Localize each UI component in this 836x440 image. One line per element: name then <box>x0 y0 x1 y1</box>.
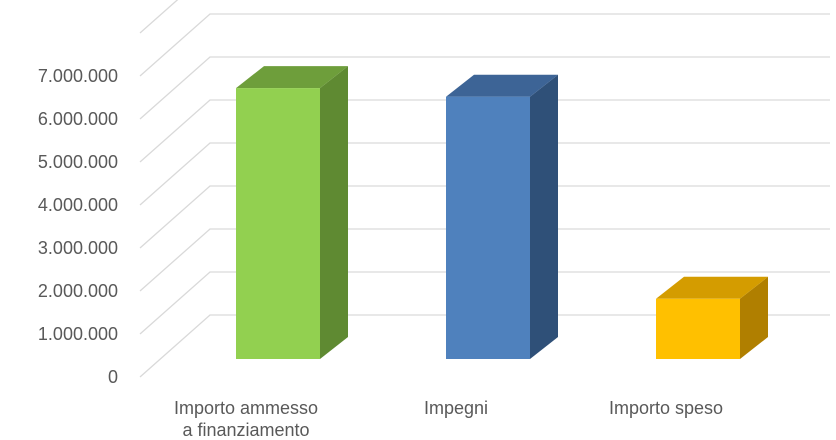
bar-front-face <box>446 96 530 359</box>
bars <box>236 66 768 359</box>
gridline <box>139 314 830 378</box>
x-category-label: Importo speso <box>609 398 723 418</box>
bar-top-face <box>656 276 768 299</box>
gridline <box>139 13 830 77</box>
y-tick-label: 0 <box>108 367 118 387</box>
gridline <box>139 228 830 292</box>
gridline <box>139 99 830 163</box>
y-axis-ticks: 0 1.000.000 2.000.000 3.000.000 4.000.000 5.0… <box>38 66 118 387</box>
bar-side-face <box>320 66 348 359</box>
bar-side-face <box>530 74 558 359</box>
x-category-label: Importo ammesso a finanziamento <box>174 398 318 440</box>
y-tick-label: 1.000.000 <box>38 324 118 344</box>
y-tick-label: 4.000.000 <box>38 195 118 215</box>
y-tick-label: 6.000.000 <box>38 109 118 129</box>
gridline <box>139 56 830 120</box>
bar-top-face <box>236 66 348 89</box>
bar-front-face <box>236 88 320 359</box>
gridline <box>139 142 830 206</box>
bar-top-face <box>446 74 558 97</box>
y-tick-label: 3.000.000 <box>38 238 118 258</box>
bar-front-face <box>656 298 740 359</box>
gridline <box>139 271 830 335</box>
gridline <box>139 0 179 34</box>
x-category-label: Impegni <box>424 398 488 418</box>
bar <box>656 276 768 359</box>
y-tick-label: 5.000.000 <box>38 152 118 172</box>
bar-side-face <box>740 276 768 359</box>
y-tick-label: 7.000.000 <box>38 66 118 86</box>
gridline <box>139 185 830 249</box>
gridlines <box>139 0 830 378</box>
x-axis-labels: Importo ammesso a finanziamento Impegni Imp… <box>174 398 723 440</box>
bar <box>236 66 348 359</box>
bar <box>446 74 558 359</box>
y-tick-label: 2.000.000 <box>38 281 118 301</box>
